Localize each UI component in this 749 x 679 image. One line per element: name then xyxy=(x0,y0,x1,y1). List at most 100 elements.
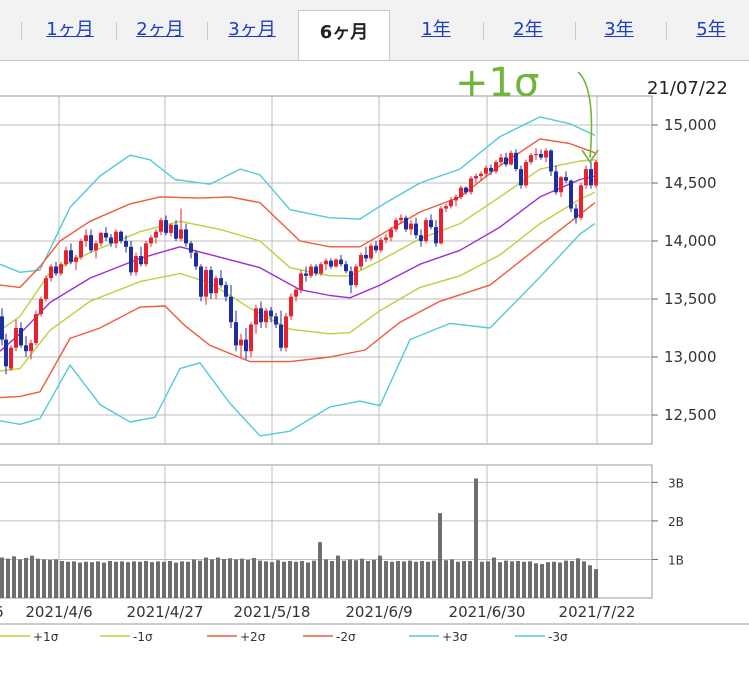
x-tick-label: 6 xyxy=(0,603,4,621)
candle xyxy=(284,312,288,352)
volume-bar xyxy=(456,561,460,598)
volume-bar xyxy=(270,562,274,598)
candle xyxy=(564,171,568,183)
volume-bar xyxy=(102,562,106,598)
price-tick-label: 13,500 xyxy=(664,290,717,308)
candle xyxy=(379,237,383,253)
volume-bar xyxy=(360,558,364,598)
candle-body xyxy=(394,220,398,230)
candle xyxy=(449,196,453,209)
volume-bar xyxy=(564,560,568,598)
candle-body xyxy=(379,239,383,251)
candle xyxy=(209,266,213,299)
candle-body xyxy=(404,217,408,230)
volume-bar xyxy=(42,559,46,598)
candle-body xyxy=(299,273,303,290)
tab-3year[interactable]: 3年 xyxy=(604,19,634,40)
candle-body xyxy=(169,224,173,233)
x-tick-label: 2021/4/27 xyxy=(127,603,204,621)
candle-body xyxy=(159,220,163,232)
volume-bar xyxy=(204,557,208,598)
candle-body xyxy=(589,169,593,186)
volume-bar xyxy=(282,561,286,598)
tab-2year[interactable]: 2年 xyxy=(513,19,543,40)
candle xyxy=(579,183,583,221)
candle xyxy=(184,223,188,247)
candle xyxy=(164,215,168,236)
candle-body xyxy=(369,245,373,259)
candle-body xyxy=(34,314,38,344)
candlesticks xyxy=(0,148,598,375)
legend-label: -3σ xyxy=(548,630,568,644)
candle-body xyxy=(189,243,193,253)
candle xyxy=(339,254,343,267)
candle-body xyxy=(464,187,468,193)
candle-body xyxy=(329,260,333,267)
candle-body xyxy=(479,173,483,177)
candle xyxy=(434,220,438,247)
candle-body xyxy=(174,224,178,239)
candle xyxy=(514,149,518,172)
volume-bar xyxy=(264,561,268,598)
candle xyxy=(144,241,148,267)
candle xyxy=(299,270,303,294)
volume-bar xyxy=(576,558,580,598)
annotation-arrowhead xyxy=(581,149,599,164)
volume-bar xyxy=(342,560,346,598)
volume-bar xyxy=(192,559,196,598)
x-tick-label: 2021/7/22 xyxy=(559,603,636,621)
candle-body xyxy=(199,266,203,297)
candle-body xyxy=(534,154,538,156)
candle-body xyxy=(469,178,473,193)
volume-bar xyxy=(366,560,370,598)
candle xyxy=(9,345,13,371)
candle xyxy=(54,261,58,276)
candle xyxy=(584,165,588,189)
candle xyxy=(344,260,348,274)
axes: 15,000 14,500 14,000 13,500 13,000 12,500 3B 2B… xyxy=(0,116,749,625)
candle xyxy=(249,322,253,357)
candle xyxy=(589,162,593,189)
candle xyxy=(369,243,373,261)
legend-item: +2σ xyxy=(207,630,266,644)
volume-bar xyxy=(300,560,304,598)
candle xyxy=(274,312,278,328)
candle xyxy=(224,281,228,302)
volume-bar xyxy=(552,561,556,598)
candle xyxy=(59,261,63,276)
tab-1year[interactable]: 1年 xyxy=(421,19,451,40)
candle-body xyxy=(144,243,148,265)
candle xyxy=(384,234,388,244)
candle xyxy=(279,310,283,352)
candle xyxy=(0,308,4,346)
candle xyxy=(109,234,113,247)
tab-1month[interactable]: 1ヶ月 xyxy=(46,19,94,40)
volume-bar xyxy=(186,561,190,598)
volume-bar xyxy=(258,560,262,598)
volume-bar xyxy=(288,560,292,598)
candle xyxy=(189,241,193,259)
tab-3month[interactable]: 3ヶ月 xyxy=(228,19,276,40)
candle xyxy=(349,266,353,294)
candle xyxy=(89,229,93,253)
volume-bar xyxy=(462,560,466,598)
candle-body xyxy=(529,155,533,163)
volume-bar xyxy=(516,560,520,598)
candle-body xyxy=(134,256,138,273)
candle-body xyxy=(234,322,238,346)
volume-bar xyxy=(504,560,508,598)
candle-body xyxy=(19,328,23,346)
candle xyxy=(494,159,498,174)
candle-body xyxy=(384,237,388,240)
candle xyxy=(499,154,503,166)
volume-bar xyxy=(408,560,412,598)
tab-6month[interactable]: 6ヶ月 xyxy=(298,10,390,60)
annotation-arrow xyxy=(577,71,593,159)
tab-5year[interactable]: 5年 xyxy=(696,19,726,40)
candle xyxy=(194,250,198,270)
candle-body xyxy=(474,176,478,179)
tab-2month[interactable]: 2ヶ月 xyxy=(136,19,184,40)
candle xyxy=(49,264,53,282)
candle xyxy=(179,208,183,241)
period-tabs: 1ヶ月 2ヶ月 3ヶ月 6ヶ月 1年 2年 3年 5年 xyxy=(0,0,749,61)
